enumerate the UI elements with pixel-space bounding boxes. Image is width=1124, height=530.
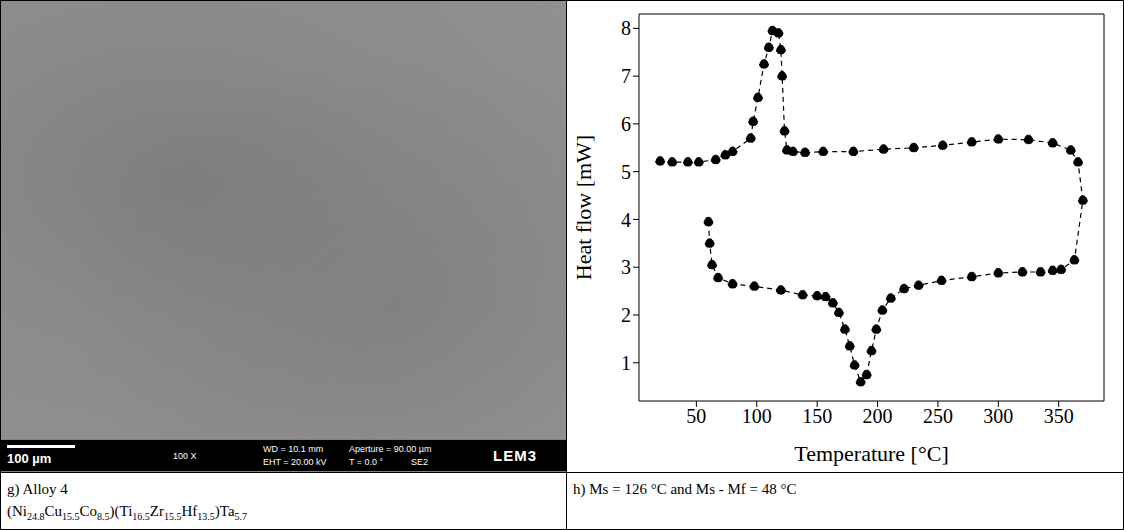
- html-text:SE2: SE2: [411, 457, 428, 467]
- html-text:WD = 10.1 mm: WD = 10.1 mm: [263, 444, 324, 454]
- svg-text:150: 150: [802, 405, 832, 427]
- html-text:(Ni24.8Cu15.5Co8.5)(Ti16.5Zr15: (Ni24.8Cu15.5Co8.5)(Ti16.5Zr15.5Hf13.5)T…: [7, 503, 248, 522]
- svg-text:5: 5: [621, 161, 631, 183]
- svg-text:100: 100: [742, 405, 772, 427]
- svg-text:4: 4: [621, 209, 631, 231]
- svg-text:6: 6: [621, 113, 631, 135]
- svg-text:200: 200: [863, 405, 893, 427]
- html-text:h) Ms = 126 °C and Ms - Mf = 4: h) Ms = 126 °C and Ms - Mf = 48 °C: [573, 481, 797, 497]
- html-text:g) Alloy 4: g) Alloy 4: [7, 481, 68, 497]
- svg-text:250: 250: [923, 405, 953, 427]
- svg-text:1: 1: [621, 352, 631, 374]
- svg-text:8: 8: [621, 17, 631, 39]
- html-text:Aperture = 90.00 µm: Aperture = 90.00 µm: [349, 444, 432, 454]
- html-text:100 µm: 100 µm: [7, 451, 52, 466]
- html-text:T = 0.0 °: T = 0.0 °: [349, 457, 384, 467]
- svg-text:3: 3: [621, 256, 631, 278]
- svg-text:2: 2: [621, 304, 631, 326]
- html-text:EHT = 20.00 kV: EHT = 20.00 kV: [263, 457, 327, 467]
- html-text:LEM3: LEM3: [493, 447, 537, 464]
- html-text:100 X: 100 X: [173, 451, 197, 461]
- svg-text:Temperature [°C]: Temperature [°C]: [794, 441, 948, 466]
- svg-text:Heat flow [mW]: Heat flow [mW]: [571, 135, 596, 280]
- svg-text:350: 350: [1044, 405, 1074, 427]
- svg-text:50: 50: [686, 405, 706, 427]
- svg-text:7: 7: [621, 65, 631, 87]
- svg-text:300: 300: [983, 405, 1013, 427]
